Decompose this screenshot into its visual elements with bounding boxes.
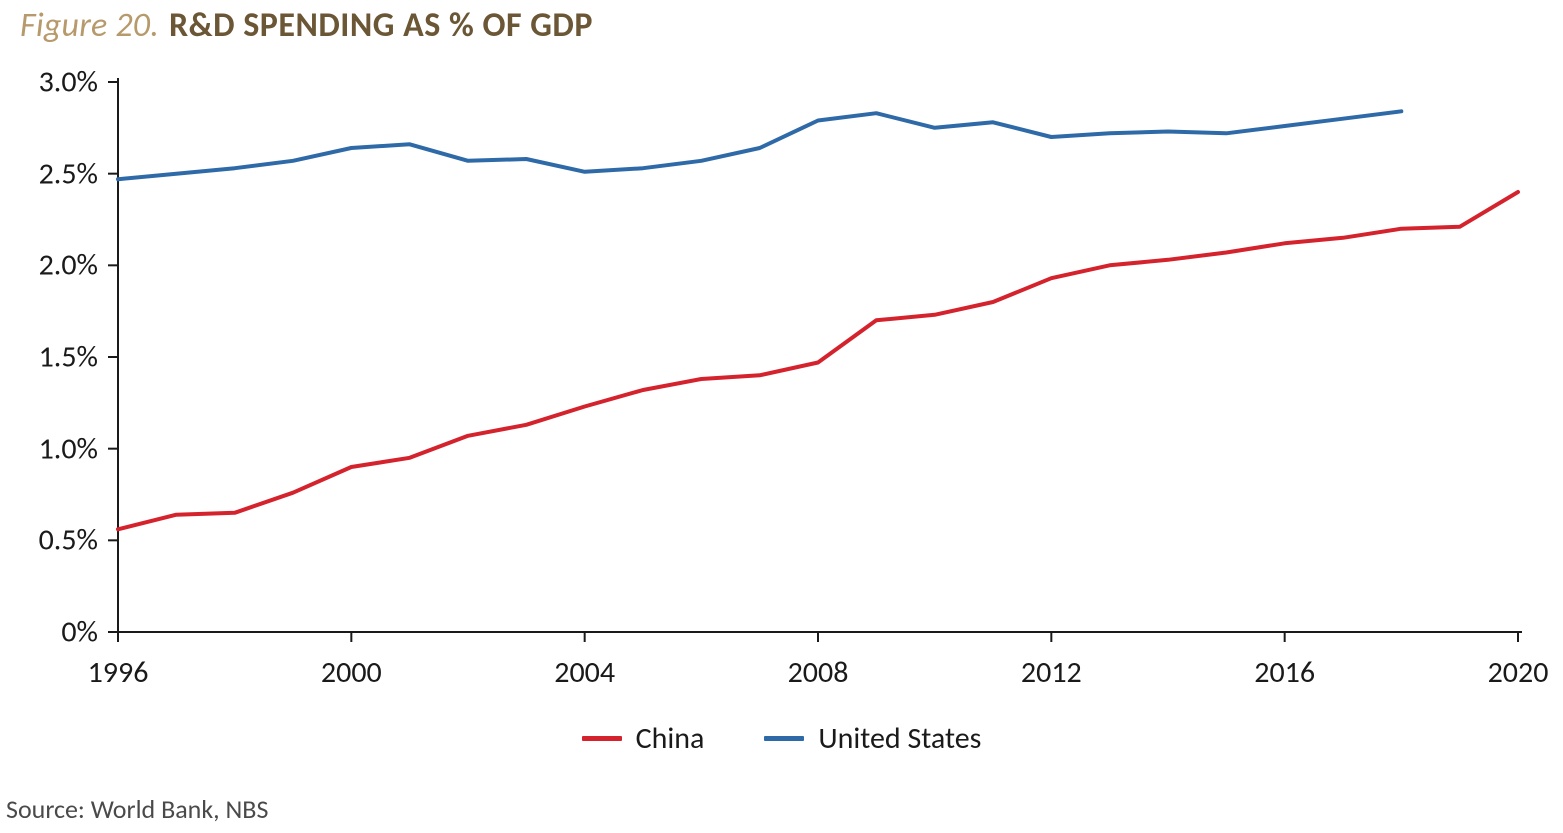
legend-item-us: United States (764, 720, 981, 757)
y-axis-tick-label: 1.0% (18, 430, 98, 467)
x-axis-tick-label: 2000 (321, 654, 382, 691)
x-axis-tick-label: 2008 (788, 654, 849, 691)
series-line-china (118, 192, 1518, 529)
y-axis-tick-label: 2.0% (18, 247, 98, 284)
legend-swatch-us (764, 736, 804, 741)
legend-item-china: China (582, 720, 705, 757)
y-axis-tick-label: 2.5% (18, 155, 98, 192)
figure-title-text: R&D SPENDING AS % OF GDP (169, 6, 593, 47)
x-axis-tick-label: 2016 (1254, 654, 1315, 691)
chart-plot-area: 0%0.5%1.0%1.5%2.0%2.5%3.0%19962000200420… (28, 72, 1528, 642)
x-axis-tick-label: 2012 (1021, 654, 1082, 691)
y-axis-tick-label: 1.5% (18, 339, 98, 376)
legend-swatch-china (582, 736, 622, 741)
x-axis-tick-label: 2020 (1488, 654, 1549, 691)
series-line-united-states (118, 111, 1401, 179)
figure-title: Figure 20. R&D SPENDING AS % OF GDP (20, 6, 593, 47)
y-axis-tick-label: 0.5% (18, 522, 98, 559)
y-axis-tick-label: 0% (18, 614, 98, 651)
y-axis-tick-label: 3.0% (18, 64, 98, 101)
figure-number: Figure 20. (20, 6, 159, 47)
legend-label-china: China (636, 720, 705, 757)
source-text: Source: World Bank, NBS (6, 793, 268, 825)
legend-label-us: United States (818, 720, 981, 757)
x-axis-tick-label: 1996 (88, 654, 149, 691)
chart-legend: China United States (0, 720, 1563, 757)
x-axis-tick-label: 2004 (554, 654, 615, 691)
line-chart-svg (28, 72, 1528, 642)
figure-container: Figure 20. R&D SPENDING AS % OF GDP 0%0.… (0, 0, 1563, 833)
